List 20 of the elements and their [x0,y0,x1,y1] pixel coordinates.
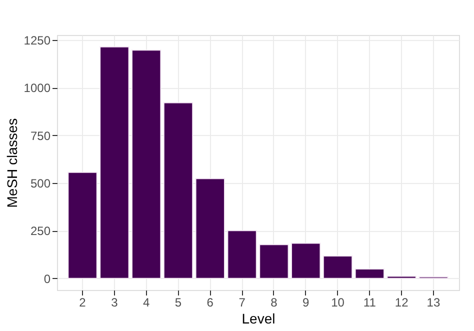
x-axis-title: Level [242,310,276,326]
y-tick-label: 250 [30,224,51,238]
x-tick-label: 6 [206,296,214,310]
x-tick-label: 13 [426,296,440,310]
x-tick-label: 10 [331,296,345,310]
y-tick-label: 1250 [24,33,51,48]
x-tick-label: 5 [174,296,182,310]
y-tick-label: 0 [44,272,51,286]
x-tick-label: 4 [142,296,150,310]
x-tick-label: 11 [363,296,376,310]
y-tick-label: 500 [30,176,51,191]
y-tick-label: 750 [30,128,51,143]
x-tick-label: 9 [302,296,310,310]
x-tick-label: 8 [270,296,278,310]
x-tick-label: 3 [111,296,118,310]
y-axis-title: MeSH classes [4,118,20,208]
x-tick-label: 12 [394,296,409,310]
x-tick-label: 2 [79,296,86,310]
y-tick-label: 1000 [24,81,51,96]
x-tick-label: 7 [238,296,246,310]
